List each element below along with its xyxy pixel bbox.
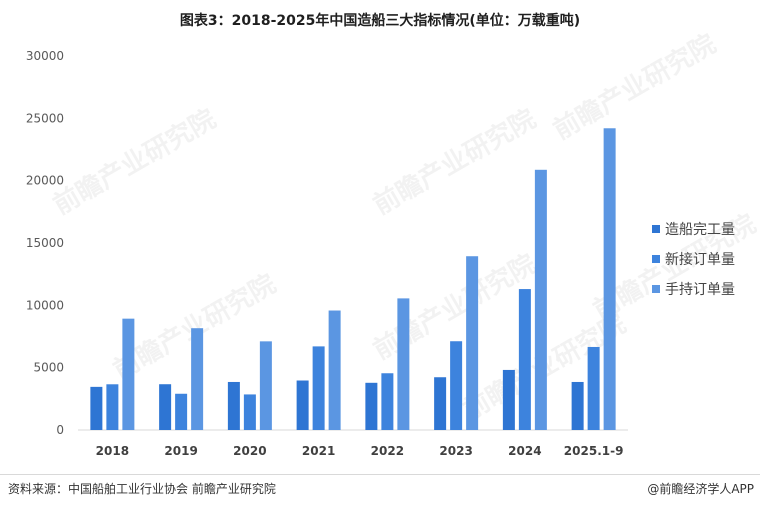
- x-tick-label: 2024: [508, 444, 541, 458]
- bar: [502, 369, 515, 430]
- bar: [259, 341, 272, 430]
- x-tick-label: 2021: [302, 444, 335, 458]
- bar: [534, 169, 547, 431]
- legend-item: 造船完工量: [652, 214, 735, 244]
- bar: [434, 377, 447, 430]
- legend-label: 手持订单量: [665, 282, 735, 298]
- bar: [90, 386, 103, 430]
- legend-swatch: [652, 225, 660, 233]
- legend: 造船完工量新接订单量手持订单量: [652, 214, 735, 304]
- bar: [227, 381, 240, 430]
- brand-credit: @前瞻经济学人APP: [647, 482, 754, 496]
- legend-item: 手持订单量: [652, 274, 735, 304]
- x-tick-label: 2025.1-9: [564, 444, 624, 458]
- watermark-text: 前瞻产业研究院: [548, 28, 721, 146]
- legend-swatch: [652, 285, 660, 293]
- footer: 资料来源：中国船舶工业行业协会 前瞻产业研究院 @前瞻经济学人APP: [0, 474, 760, 506]
- bar: [243, 394, 256, 430]
- bar: [397, 298, 410, 430]
- bar: [571, 381, 584, 430]
- y-tick-label: 0: [56, 423, 64, 437]
- bar: [365, 382, 378, 430]
- footer-divider: [0, 474, 760, 475]
- bar: [122, 318, 135, 430]
- x-tick-label: 2019: [164, 444, 197, 458]
- watermark-text: 前瞻产业研究院: [368, 103, 541, 221]
- bar: [312, 346, 325, 430]
- bar: [466, 256, 479, 430]
- y-tick-label: 20000: [26, 174, 64, 188]
- watermark-text: 前瞻产业研究院: [48, 103, 221, 221]
- chart-title: 图表3：2018-2025年中国造船三大指标情况(单位：万载重吨): [179, 13, 581, 29]
- y-tick-label: 15000: [26, 236, 64, 250]
- bar: [191, 328, 204, 430]
- x-tick-label: 2023: [439, 444, 472, 458]
- bar: [518, 289, 531, 430]
- bar: [296, 380, 309, 430]
- bars: [90, 128, 616, 431]
- bar: [450, 341, 463, 430]
- x-tick-label: 2018: [96, 444, 129, 458]
- source-note: 资料来源：中国船舶工业行业协会 前瞻产业研究院: [8, 482, 276, 496]
- y-tick-label: 25000: [26, 111, 64, 125]
- x-tick-label: 2022: [371, 444, 404, 458]
- bar: [381, 373, 394, 430]
- x-tick-label: 2020: [233, 444, 266, 458]
- legend-label: 新接订单量: [665, 252, 735, 268]
- bar: [106, 384, 119, 430]
- legend-label: 造船完工量: [665, 222, 735, 238]
- bar: [175, 393, 188, 430]
- y-tick-label: 30000: [26, 49, 64, 63]
- bar: [159, 384, 172, 430]
- y-tick-label: 10000: [26, 298, 64, 312]
- bar: [587, 346, 600, 430]
- bar: [603, 128, 616, 430]
- bar: [328, 310, 341, 430]
- legend-item: 新接订单量: [652, 244, 735, 274]
- x-axis-ticks: 2018 2019 2020 2021 2022 2023 2024 2025.1-9: [96, 444, 624, 458]
- y-tick-label: 5000: [33, 361, 64, 375]
- legend-swatch: [652, 255, 660, 263]
- y-axis-ticks: 0 5000 10000 15000 20000 25000 30000: [26, 49, 64, 437]
